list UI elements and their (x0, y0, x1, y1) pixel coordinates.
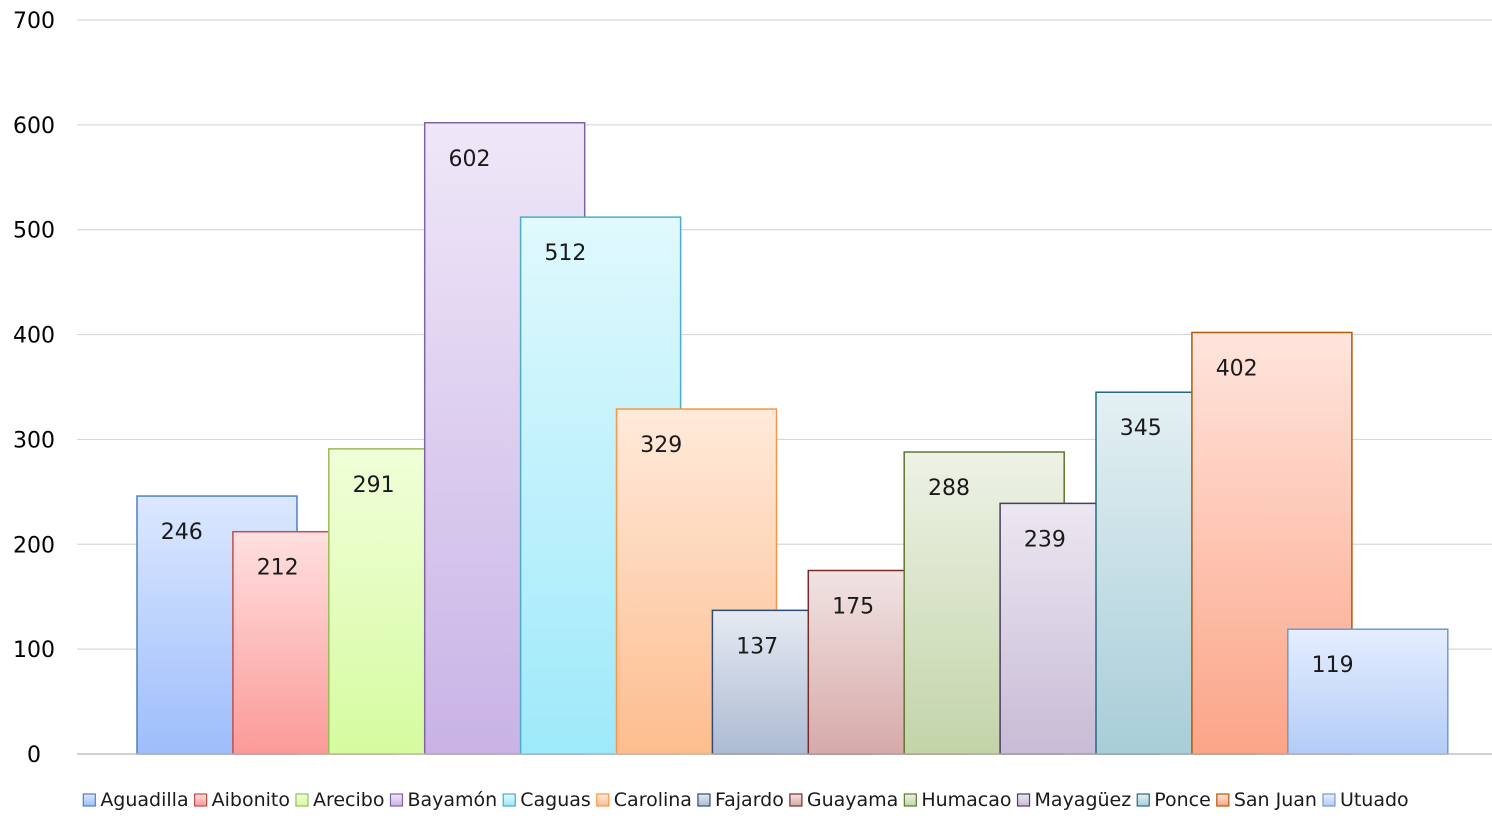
y-tick-label: 100 (13, 638, 55, 663)
legend-label: Fajardo (715, 789, 784, 811)
y-tick-label: 400 (13, 324, 55, 349)
legend-item: Ponce (1136, 789, 1211, 811)
legend-swatch (1216, 793, 1230, 807)
legend-swatch (295, 793, 309, 807)
y-tick-label: 0 (27, 743, 41, 768)
legend-item: Humacao (903, 789, 1012, 811)
legend-swatch (1136, 793, 1150, 807)
legend-item: Caguas (502, 789, 591, 811)
legend-item: Bayamón (389, 789, 497, 811)
bar-value-label: 345 (1120, 416, 1162, 441)
y-tick-label: 600 (13, 114, 55, 139)
legend-item: Aibonito (194, 789, 290, 811)
legend-swatch (502, 793, 516, 807)
bar-value-label: 291 (353, 473, 395, 498)
legend-label: Ponce (1154, 789, 1211, 811)
bar-value-label: 212 (257, 556, 299, 581)
legend-item: Carolina (596, 789, 692, 811)
bar-value-label: 602 (449, 147, 491, 172)
legend-label: Aibonito (212, 789, 290, 811)
y-tick-label: 500 (13, 219, 55, 244)
legend-item: Arecibo (295, 789, 385, 811)
legend-item: Guayama (789, 789, 898, 811)
legend-label: Arecibo (313, 789, 385, 811)
y-tick-label: 700 (13, 9, 55, 34)
legend-label: Aguadilla (100, 789, 188, 811)
legend-swatch (194, 793, 208, 807)
y-axis-tick-labels: 0 100 200 300 400 500 600 700 (13, 9, 55, 768)
legend-item: Utuado (1322, 789, 1409, 811)
legend: Aguadilla Aibonito Arecibo Bayamón Caguas Car… (82, 789, 1409, 811)
bar-value-label: 175 (832, 595, 874, 620)
legend-label: Humacao (921, 789, 1011, 811)
bar-value-label: 137 (736, 634, 778, 659)
legend-swatch (389, 793, 404, 807)
legend-swatch (789, 793, 803, 807)
bar (1287, 628, 1449, 755)
bar-value-label: 119 (1312, 653, 1354, 678)
legend-label: Guayama (807, 789, 898, 811)
bar-value-label: 329 (640, 433, 682, 458)
legend-label: Utuado (1340, 789, 1409, 811)
legend-item: Aguadilla (82, 789, 189, 811)
data-labels: 246 212 291 602 512 329 137 175 288 239 345 402 119 (161, 147, 1354, 678)
legend-label: Bayamón (407, 789, 497, 811)
legend-label: Mayagüez (1035, 789, 1132, 811)
legend-label: Caguas (520, 789, 591, 811)
legend-swatch (697, 793, 711, 807)
bars (77, 122, 1492, 755)
legend-swatch (1016, 793, 1031, 807)
legend-label: San Juan (1234, 789, 1317, 811)
legend-swatch (903, 793, 917, 807)
bar-value-label: 246 (161, 520, 203, 545)
bar-value-label: 239 (1024, 527, 1066, 552)
legend-item: Fajardo (697, 789, 784, 811)
bar-value-label: 512 (544, 241, 586, 266)
legend-swatch (596, 793, 610, 807)
bar-value-label: 402 (1216, 356, 1258, 381)
legend-label: Carolina (614, 789, 692, 811)
legend-swatch (1322, 793, 1336, 807)
legend-item: Mayagüez (1016, 789, 1132, 811)
legend-swatch (82, 793, 96, 807)
bar-value-label: 288 (928, 476, 970, 501)
y-tick-label: 300 (13, 428, 55, 453)
legend-item: San Juan (1216, 789, 1317, 811)
y-tick-label: 200 (13, 533, 55, 558)
